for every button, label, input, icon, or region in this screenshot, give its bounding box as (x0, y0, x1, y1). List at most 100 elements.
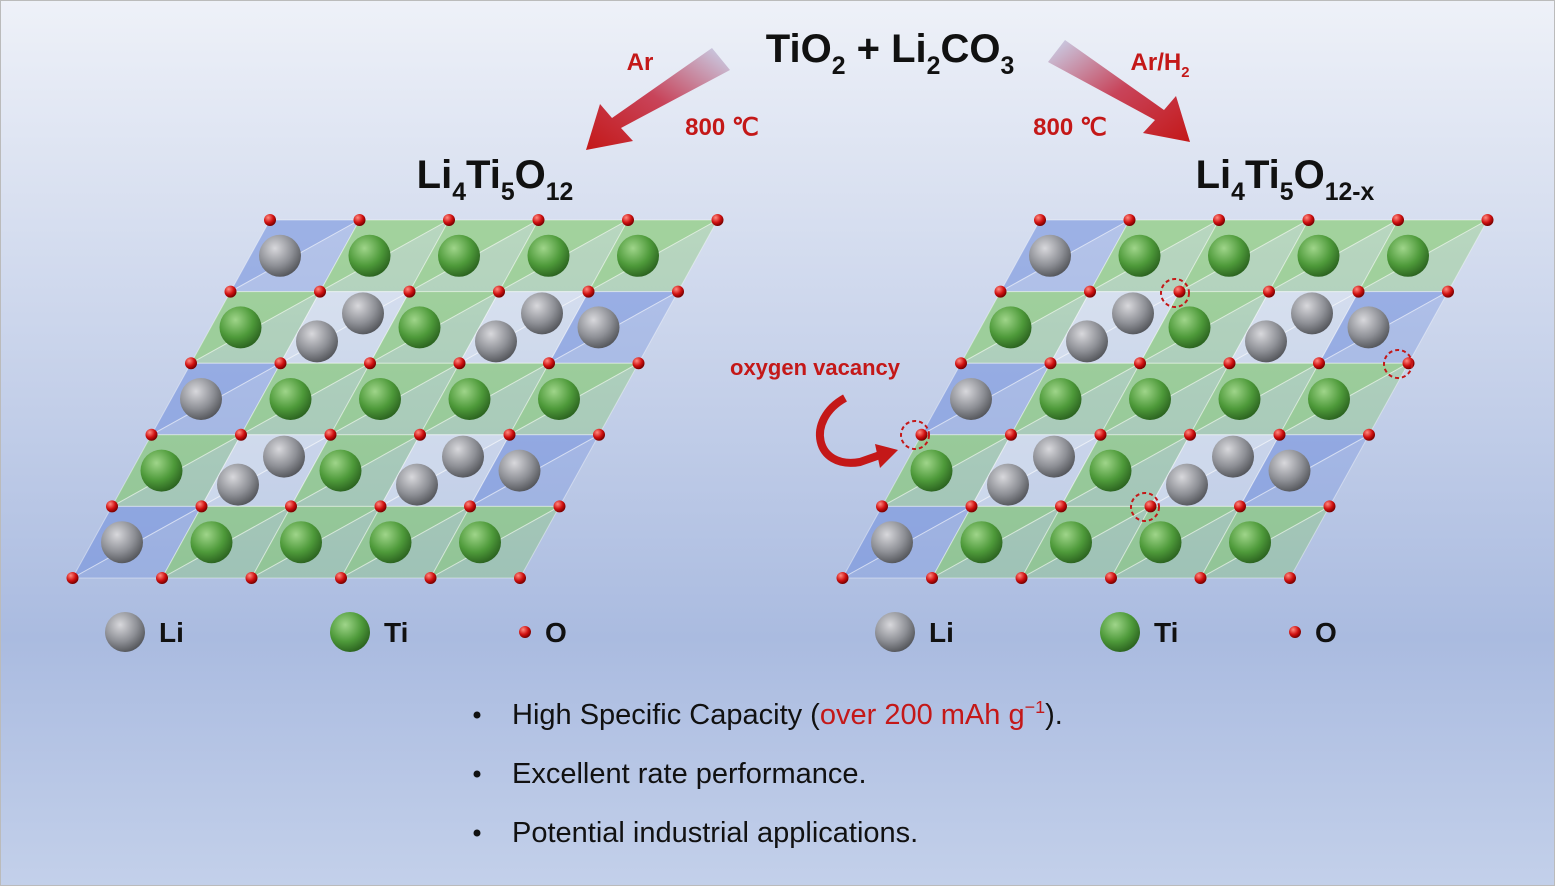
o-atom (493, 285, 505, 298)
o-atom (235, 428, 247, 441)
o-atom (145, 428, 158, 441)
ti-atom (1218, 378, 1261, 420)
o-atom (514, 572, 526, 584)
o-atom (711, 214, 724, 226)
li-atom (1166, 463, 1208, 506)
li-atom (950, 378, 992, 420)
o-atom (1044, 357, 1057, 370)
o-atom (285, 500, 297, 513)
right-temperature: 800 ℃ (1033, 114, 1107, 141)
text-part: 5 (501, 179, 515, 206)
text-part: Ti (466, 153, 501, 197)
o-atom (543, 357, 555, 370)
ti-atom (527, 234, 570, 277)
o-atom (1184, 428, 1196, 441)
o-atom (1392, 214, 1404, 226)
ti-atom (1089, 449, 1132, 492)
text-part: 2 (927, 53, 941, 80)
text-part: O (515, 153, 546, 197)
li-atom (396, 463, 438, 506)
ti-atom (398, 306, 441, 349)
text-part: O (1294, 153, 1325, 197)
left-gas: Ar (627, 49, 654, 76)
li-atom (1112, 292, 1154, 335)
oxygen-vacancy (900, 420, 930, 450)
ti-atom (1129, 378, 1171, 420)
o-atom (965, 500, 978, 513)
reactants: TiO2 + Li2CO3 (766, 27, 1014, 80)
o-atom (1302, 214, 1315, 226)
o-atom (1313, 357, 1325, 370)
ti-atom (219, 306, 262, 349)
bullet-text: High Specific Capacity (over 200 mAh g−1… (512, 697, 1063, 731)
text-part: High Specific Capacity ( (512, 699, 820, 731)
text-part: CO (940, 27, 1000, 71)
text-part: 3 (1000, 53, 1014, 80)
o-atom (1015, 572, 1028, 584)
ti-atom (459, 521, 501, 564)
ti-atom (1039, 378, 1082, 420)
o-atom (1213, 214, 1225, 226)
text-part: 2 (1181, 65, 1189, 81)
li-atom (263, 435, 305, 478)
o-atom (1273, 428, 1286, 441)
li-atom (475, 320, 517, 363)
o-atom (414, 428, 426, 441)
o-atom (582, 285, 595, 298)
o-atom (245, 572, 258, 584)
vacancy-arrowhead (875, 444, 898, 468)
o-atom (364, 357, 376, 370)
o-atom (314, 285, 326, 298)
o-atom (532, 214, 545, 226)
li-atom (259, 234, 301, 277)
o-atom (443, 214, 455, 226)
li-atom (442, 435, 484, 478)
o-atom (1094, 428, 1107, 441)
legend-label: O (545, 617, 567, 648)
arrow-right (1048, 40, 1190, 142)
li-atom (217, 463, 259, 506)
o-atom (593, 428, 605, 441)
o-atom (464, 500, 476, 513)
o-atom (1481, 214, 1494, 226)
o-atom (335, 572, 347, 584)
text-part: 5 (1280, 179, 1294, 206)
text-part: 4 (452, 179, 466, 206)
ti-atom (1118, 234, 1161, 277)
o-atom (1123, 214, 1136, 226)
ti-atom (359, 378, 401, 420)
o-atom (926, 572, 938, 584)
o-atom (1442, 285, 1454, 298)
oxygen-vacancy (1383, 349, 1413, 379)
ti-atom (617, 234, 659, 277)
o-atom (1105, 572, 1117, 584)
o-atom (106, 500, 118, 513)
o-atom (836, 572, 849, 584)
text-part: Li (1196, 153, 1232, 197)
text-part: Ar (627, 49, 654, 76)
o-atom (1223, 357, 1236, 370)
o-atom (1363, 428, 1375, 441)
o-atom (1284, 572, 1296, 584)
li-atom (577, 306, 620, 349)
li-atom (1347, 306, 1390, 349)
o-atom (403, 285, 416, 298)
ti-atom (910, 449, 953, 492)
ti-atom (140, 449, 183, 492)
ti-atom (1050, 521, 1092, 564)
ti-atom (348, 234, 391, 277)
text-part: TiO (766, 27, 832, 71)
li-atom (987, 463, 1029, 506)
oxygen-vacancy (1160, 278, 1190, 308)
o-atom (1055, 500, 1067, 513)
li-atom (1291, 292, 1333, 335)
o-atom (1084, 285, 1096, 298)
legend-swatch (330, 612, 370, 652)
left-temperature: 800 ℃ (685, 114, 759, 141)
ti-atom (369, 521, 412, 564)
bullet-dot (473, 711, 481, 719)
li-atom (180, 378, 222, 420)
text-part: 12 (546, 179, 574, 206)
